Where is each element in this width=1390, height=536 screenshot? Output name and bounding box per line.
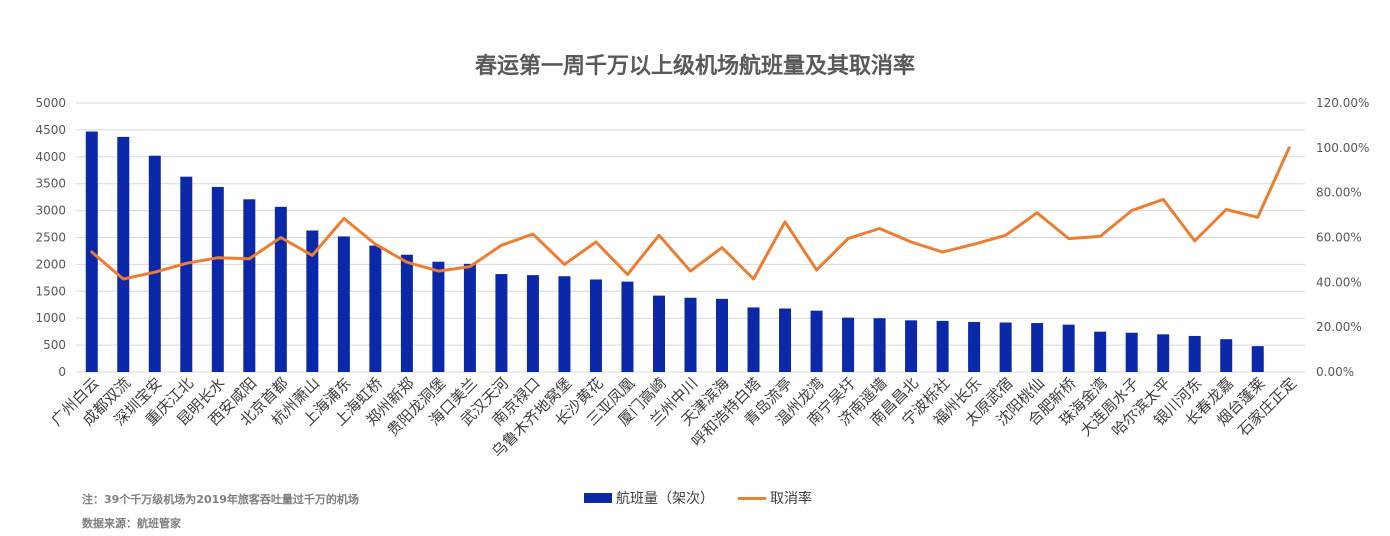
bar [117, 136, 130, 372]
y-right-tick-label: 40.00% [1316, 275, 1362, 289]
bar [652, 295, 665, 372]
bar [1062, 324, 1075, 372]
y-right-tick-label: 20.00% [1316, 320, 1362, 334]
legend-label-cancel-rate: 取消率 [770, 491, 812, 507]
y-left-tick-label: 1500 [35, 284, 66, 298]
right-axis: 0.00% 20.00% 40.00% 60.00% 80.00% 100.00% 120.… [1316, 96, 1369, 379]
left-axis: 0 500 1000 1500 2000 2500 3000 3500 4000 4500 5000 [35, 96, 66, 379]
bar [337, 236, 350, 372]
y-left-tick-label: 1000 [35, 311, 66, 325]
y-right-tick-label: 80.00% [1316, 186, 1362, 200]
bar [1157, 334, 1170, 372]
bar [842, 317, 855, 372]
y-left-tick-label: 4500 [35, 123, 66, 137]
x-axis: 广州白云成都双流深圳宝安重庆江北昆明长水西安咸阳北京首都杭州萧山上海浦东上海虹桥… [47, 374, 1300, 461]
bar [684, 297, 697, 372]
bar [369, 245, 382, 372]
bar [558, 276, 571, 372]
bar [400, 254, 413, 372]
footnote: 注：39个千万级机场为2019年旅客吞吐量过千万的机场 [82, 493, 359, 506]
line-series [90, 146, 1291, 281]
bar [779, 308, 792, 372]
legend-swatch-bar [584, 493, 612, 503]
bar [463, 263, 476, 372]
legend-swatch-line [738, 496, 766, 500]
bar [621, 281, 634, 372]
y-right-tick-label: 60.00% [1316, 231, 1362, 245]
data-source: 数据来源：航班管家 [82, 517, 181, 530]
bar [495, 274, 508, 372]
y-left-tick-label: 2500 [35, 231, 66, 245]
bar [306, 230, 319, 372]
bar [810, 310, 823, 372]
legend-item-flights: 航班量（架次） [584, 488, 714, 508]
legend-label-flights: 航班量（架次） [616, 491, 714, 507]
bar [432, 261, 445, 372]
y-right-tick-label: 100.00% [1316, 141, 1369, 155]
y-left-tick-label: 5000 [35, 96, 66, 110]
bar [905, 320, 918, 372]
bar [1094, 331, 1107, 372]
bar [747, 307, 760, 372]
bar [936, 320, 949, 372]
y-left-tick-label: 2000 [35, 257, 66, 271]
y-left-tick-label: 4000 [35, 150, 66, 164]
bar [873, 318, 886, 372]
bar [148, 155, 161, 372]
bar [1220, 339, 1233, 372]
y-left-tick-label: 3500 [35, 177, 66, 191]
bar [968, 321, 981, 372]
bar [716, 298, 729, 372]
bar [1251, 346, 1264, 372]
cancel-rate-line [90, 146, 1291, 281]
chart-title: 春运第一周千万以上级机场航班量及其取消率 [474, 54, 915, 79]
bar [1188, 335, 1201, 372]
bar [589, 279, 602, 372]
legend: 航班量（架次） 取消率 [584, 488, 836, 508]
y-left-tick-label: 500 [43, 338, 66, 352]
y-left-tick-label: 0 [58, 365, 66, 379]
bar [180, 176, 193, 372]
y-right-tick-label: 120.00% [1316, 96, 1369, 110]
bar [243, 199, 256, 372]
bar [526, 275, 539, 372]
bar [211, 186, 224, 372]
bar [999, 322, 1012, 372]
y-left-tick-label: 3000 [35, 204, 66, 218]
bar [1031, 323, 1044, 372]
bar [274, 206, 287, 372]
legend-item-cancel-rate: 取消率 [738, 488, 812, 508]
y-right-tick-label: 0.00% [1316, 365, 1354, 379]
bar [1125, 332, 1138, 372]
bar-series [85, 131, 1264, 372]
